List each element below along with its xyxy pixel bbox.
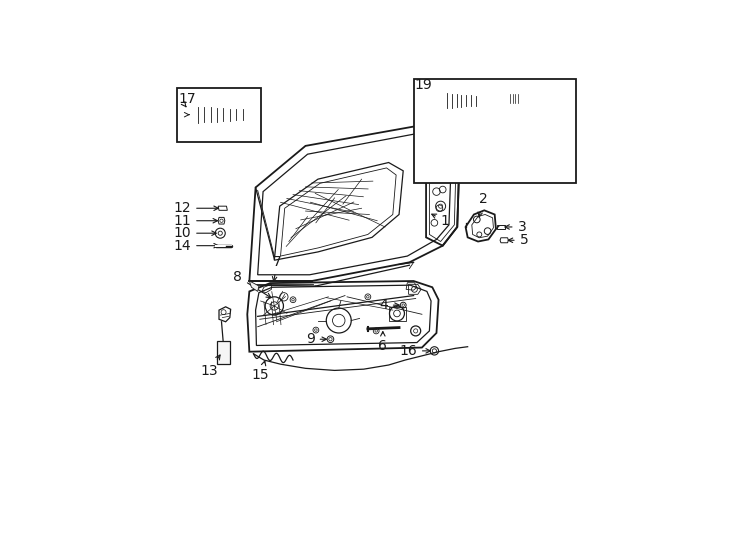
Text: 13: 13: [200, 355, 220, 378]
Text: 6: 6: [379, 332, 388, 353]
Text: 4: 4: [379, 298, 399, 312]
Text: 19: 19: [415, 78, 432, 92]
Text: 7: 7: [272, 255, 282, 281]
Text: 5: 5: [508, 233, 528, 247]
Text: 8: 8: [233, 270, 271, 298]
Text: 3: 3: [505, 220, 526, 234]
Text: 18: 18: [211, 129, 243, 143]
Text: 22: 22: [429, 126, 463, 140]
Polygon shape: [250, 281, 259, 292]
Text: 14: 14: [173, 239, 218, 253]
Text: 2: 2: [478, 192, 488, 217]
Bar: [217, 341, 230, 364]
Text: 16: 16: [399, 344, 430, 358]
Text: 10: 10: [173, 226, 217, 240]
Text: 11: 11: [173, 214, 217, 228]
Text: 12: 12: [173, 201, 218, 215]
Text: 21: 21: [429, 115, 463, 129]
Text: 9: 9: [306, 332, 327, 346]
Text: 17: 17: [178, 92, 196, 106]
Text: 20: 20: [517, 101, 548, 120]
Text: 1: 1: [432, 214, 449, 228]
Bar: [178, 87, 261, 141]
Text: 15: 15: [252, 361, 269, 382]
Bar: [413, 79, 575, 183]
